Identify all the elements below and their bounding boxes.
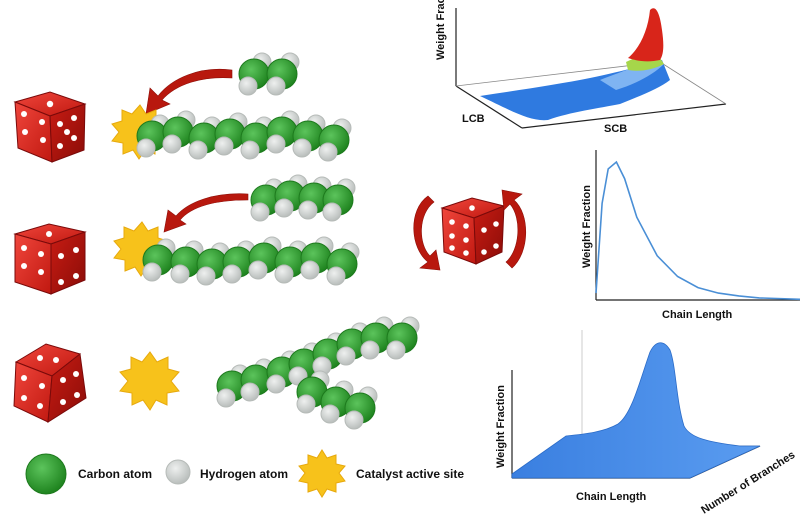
hydrogen-atom — [274, 264, 294, 284]
hydrogen-atom — [240, 382, 260, 402]
hydrogen-atom — [250, 202, 270, 222]
arrow-rotate-right — [501, 189, 527, 269]
legend-carbon-label: Carbon atom — [78, 467, 152, 481]
legend-site-label: Catalyst active site — [356, 467, 464, 481]
polymer-chains — [136, 52, 420, 430]
arrow-monomer-1 — [145, 68, 233, 115]
die-1 — [13, 91, 87, 163]
chain-1-unit — [318, 118, 352, 162]
die-2 — [13, 223, 87, 295]
legend-hydrogen-label: Hydrogen atom — [200, 467, 288, 481]
chart-top-axis-lcb — [455, 85, 523, 129]
monomer-2-unit — [298, 176, 332, 220]
hydrogen-atom — [292, 138, 312, 158]
hydrogen-atom — [360, 340, 380, 360]
chart-line: Weight Fraction Chain Length — [581, 150, 801, 321]
chain-2-unit — [170, 240, 204, 284]
hydrogen-atom — [222, 264, 242, 284]
legend: Carbon atom Hydrogen atom Catalyst activ… — [25, 449, 464, 498]
hydrogen-atom — [274, 198, 294, 218]
legend-carbon-swatch — [25, 453, 67, 495]
chain-3-unit — [386, 316, 420, 360]
chart-bottom-xlabel: Chain Length — [576, 491, 647, 503]
chain-2-unit — [196, 242, 230, 286]
hydrogen-atom — [240, 140, 260, 160]
hydrogen-atom — [162, 134, 182, 154]
chain-3-branch-unit — [344, 386, 378, 430]
chain-1-unit — [136, 114, 170, 158]
catalyst-site-3 — [119, 351, 180, 411]
hydrogen-atom — [326, 266, 346, 286]
hydrogen-atom — [196, 266, 216, 286]
chain-1-unit — [214, 112, 248, 156]
arrow-monomer-2 — [163, 193, 249, 233]
chain-1-unit — [188, 116, 222, 160]
chain-1-unit — [162, 110, 196, 154]
hydrogen-atom — [266, 374, 286, 394]
hydrogen-atom — [296, 394, 316, 414]
chart-line-xlabel: Chain Length — [662, 309, 733, 321]
chart-top-axis-scb — [521, 103, 727, 129]
chart-line-ylabel: Weight Fraction — [581, 185, 593, 268]
chart-top-back-edge — [455, 61, 661, 87]
chain-3-branch-unit — [296, 370, 330, 414]
hydrogen-atom — [318, 142, 338, 162]
chain-3-branch-unit — [320, 380, 354, 424]
chart-bottom-ylabel: Weight Fraction — [495, 385, 507, 468]
chain-2-unit — [300, 236, 334, 280]
legend-hydrogen-swatch — [165, 459, 191, 485]
arrow-rotate-left — [413, 195, 441, 271]
hydrogen-atom — [322, 202, 342, 222]
monomer-2-unit — [322, 178, 356, 222]
chain-2-unit — [142, 238, 176, 282]
hydrogen-atom — [336, 346, 356, 366]
die-center — [440, 197, 506, 265]
monomer-1-unit — [238, 52, 272, 96]
monomer-1-unit — [266, 52, 300, 96]
chart-top-lcb-label: LCB — [462, 113, 485, 125]
chain-1-unit — [292, 114, 326, 158]
hydrogen-atom — [344, 410, 364, 430]
chart-bottom-surface — [511, 342, 761, 479]
chart-3d-bottom: Weight Fraction Chain Length Number of B… — [495, 330, 797, 517]
hydrogen-atom — [248, 260, 268, 280]
hydrogen-atom — [216, 388, 236, 408]
die-3 — [13, 343, 87, 423]
legend-site-swatch — [298, 449, 346, 498]
hydrogen-atom — [320, 404, 340, 424]
hydrogen-atom — [266, 76, 286, 96]
chain-1-unit — [240, 116, 274, 160]
chain-2-unit — [326, 242, 360, 286]
hydrogen-atom — [266, 134, 286, 154]
hydrogen-atom — [238, 76, 258, 96]
hydrogen-atom — [170, 264, 190, 284]
chart-top-right-edge — [659, 61, 727, 105]
chart-top-ylabel: Weight Fraction — [435, 0, 447, 60]
hydrogen-atom — [386, 340, 406, 360]
hydrogen-atom — [298, 200, 318, 220]
hydrogen-atom — [188, 140, 208, 160]
surface-peak-red — [628, 8, 664, 62]
chain-1-unit — [266, 110, 300, 154]
hydrogen-atom — [142, 262, 162, 282]
chain-2-unit — [248, 236, 282, 280]
hydrogen-atom — [136, 138, 156, 158]
chart-3d-top: Weight Fraction LCB SCB — [435, 0, 727, 135]
hydrogen-atom — [300, 260, 320, 280]
chart-top-scb-label: SCB — [604, 123, 627, 135]
hydrogen-atom — [214, 136, 234, 156]
chart-line-series — [595, 160, 801, 301]
